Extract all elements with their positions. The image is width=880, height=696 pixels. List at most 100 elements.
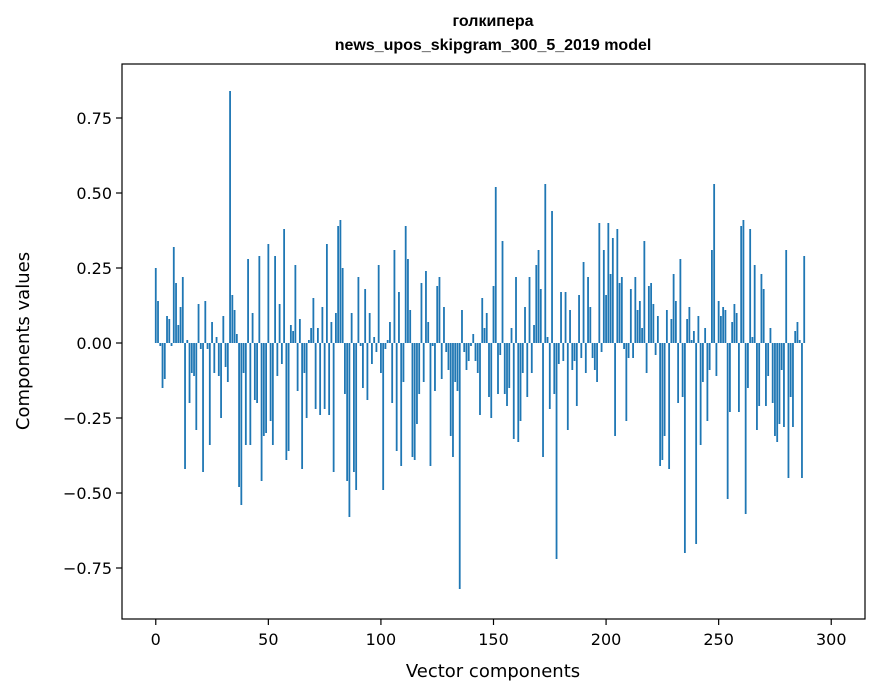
bar — [220, 343, 222, 418]
bar — [289, 325, 292, 343]
bar — [364, 289, 367, 343]
bar — [753, 265, 756, 343]
bar — [499, 343, 502, 355]
bar — [357, 277, 360, 343]
bar — [193, 343, 195, 376]
bar — [508, 343, 511, 388]
bar — [553, 343, 556, 394]
bar — [683, 343, 686, 553]
bar — [382, 343, 385, 490]
bar — [226, 343, 229, 382]
bar — [296, 343, 299, 391]
bar — [647, 286, 650, 343]
bar — [305, 343, 308, 418]
bar — [783, 343, 785, 427]
bar — [582, 262, 585, 343]
bar — [686, 319, 689, 343]
bar — [389, 322, 391, 343]
bar — [294, 265, 297, 343]
bar — [758, 343, 761, 406]
bar — [510, 328, 513, 343]
bar — [346, 343, 349, 481]
y-axis-ticks: −0.75 −0.50 −0.25 0.00 0.25 0.50 0.75 — [63, 109, 122, 578]
x-tick-label: 150 — [478, 630, 509, 649]
bar — [371, 343, 373, 364]
bar — [483, 328, 486, 343]
bar — [181, 277, 184, 343]
bar — [623, 343, 625, 349]
bar — [211, 322, 213, 343]
bar — [177, 325, 180, 343]
bar — [395, 343, 398, 451]
bar — [251, 313, 254, 343]
bar — [172, 247, 175, 343]
x-axis-ticks: 0 50 100 150 200 250 300 — [151, 619, 847, 649]
bar — [656, 316, 659, 343]
bar — [494, 187, 497, 343]
bar — [319, 343, 322, 415]
bar — [260, 343, 263, 481]
bar — [449, 343, 452, 436]
bar — [359, 343, 362, 346]
bar — [611, 238, 614, 343]
bar — [803, 256, 806, 343]
bar — [195, 343, 198, 430]
bar — [454, 343, 457, 382]
bar — [341, 268, 344, 343]
bar — [179, 307, 182, 343]
bar — [161, 343, 164, 388]
bar — [798, 340, 801, 343]
bar — [197, 304, 200, 343]
bar — [199, 343, 202, 349]
chart-subtitle: news_upos_skipgram_300_5_2019 model — [335, 37, 652, 54]
bar — [222, 316, 225, 343]
bar — [310, 328, 313, 343]
y-tick-label: 0.25 — [76, 259, 112, 278]
bar — [490, 343, 493, 418]
bar — [733, 304, 736, 343]
bar — [292, 331, 295, 343]
bar — [735, 313, 738, 343]
bar — [731, 322, 734, 343]
bar — [756, 343, 758, 430]
bar — [373, 337, 376, 343]
bar — [674, 301, 677, 343]
bar — [654, 343, 657, 355]
bar — [785, 250, 788, 343]
bar — [627, 343, 630, 358]
bar — [695, 343, 698, 544]
chart-title: голкипера — [452, 13, 533, 30]
bar — [474, 343, 477, 361]
bar — [249, 343, 252, 445]
bar — [213, 343, 216, 373]
bar — [769, 328, 772, 343]
bar — [217, 343, 220, 376]
bar — [425, 271, 427, 343]
bar — [537, 250, 540, 343]
bar — [429, 343, 432, 466]
bar — [166, 316, 168, 343]
bar — [427, 322, 430, 343]
bar — [560, 292, 562, 343]
bar — [244, 343, 247, 445]
bar — [789, 343, 792, 397]
bar — [271, 343, 274, 445]
bar — [519, 343, 522, 421]
bar — [571, 343, 574, 370]
bar — [190, 343, 193, 373]
bar — [476, 343, 479, 373]
bar — [555, 343, 558, 559]
bar — [584, 343, 587, 373]
bar — [391, 343, 394, 403]
bar — [274, 256, 276, 343]
bar — [321, 307, 324, 343]
bar — [645, 343, 648, 373]
bar — [233, 310, 236, 343]
bar — [506, 343, 508, 406]
bar — [157, 301, 159, 343]
bar — [546, 337, 549, 343]
bar — [416, 343, 418, 424]
bar — [184, 343, 186, 469]
x-tick-label: 250 — [703, 630, 734, 649]
bar — [578, 295, 580, 343]
